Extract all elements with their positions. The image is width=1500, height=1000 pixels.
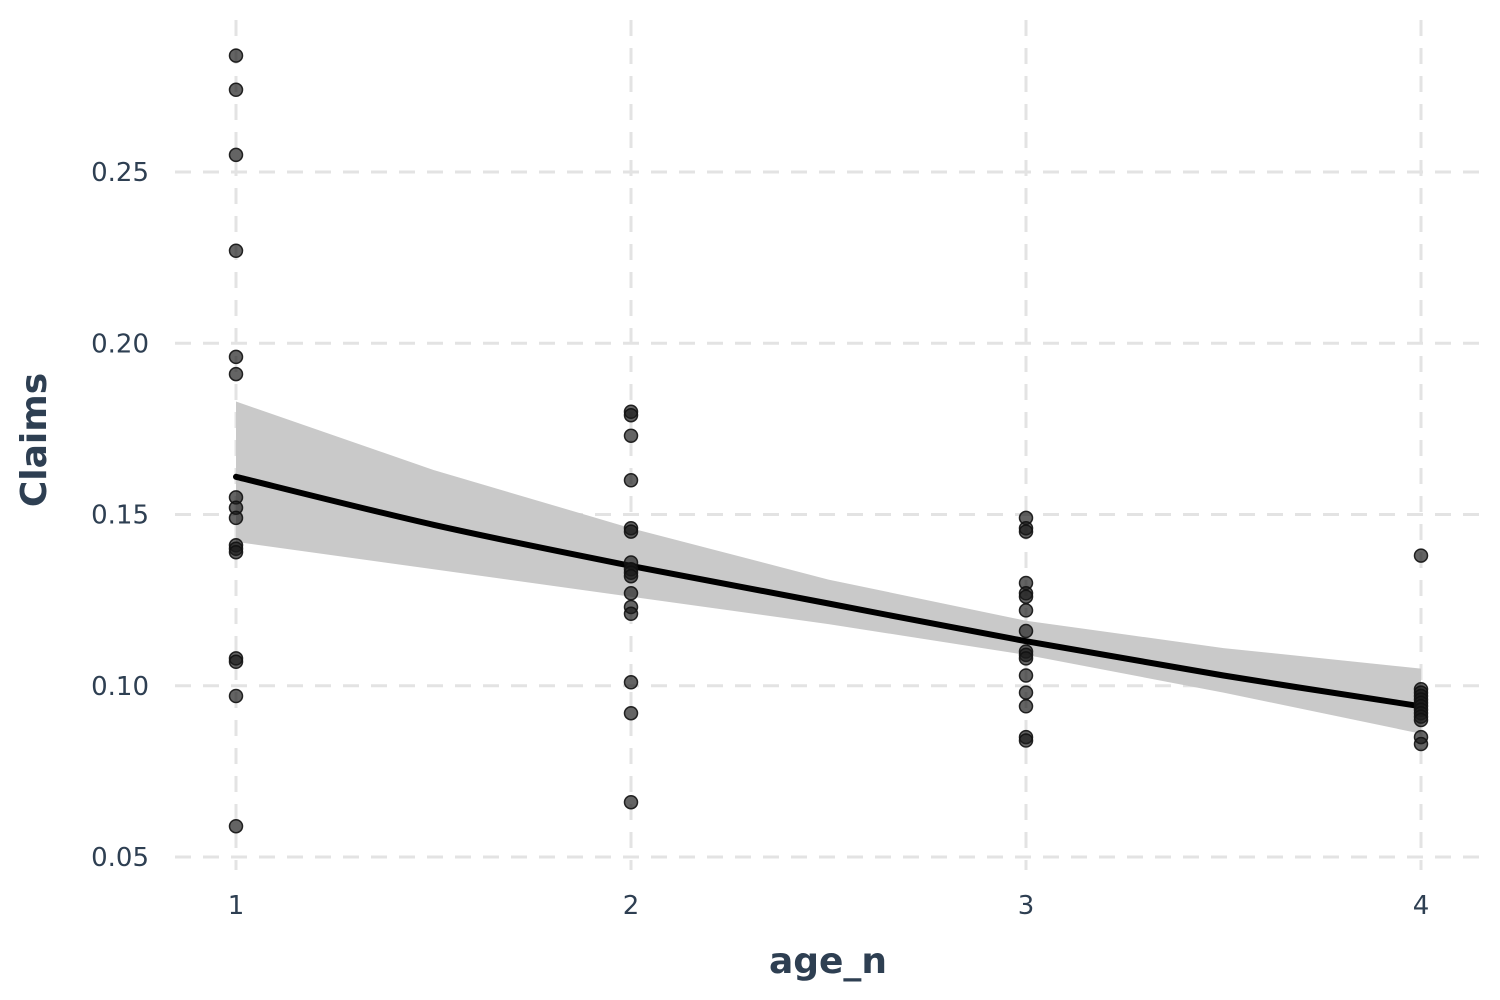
y-tick-label-4: 0.25 [91, 158, 149, 188]
data-point-19 [623, 473, 639, 488]
x-tick-label-1: 2 [623, 891, 640, 921]
x-axis-ticks: 1 2 3 4 [228, 891, 1430, 921]
data-point-28 [623, 606, 639, 622]
data-point-25 [623, 568, 639, 584]
fit-line [233, 473, 1424, 710]
data-point-43 [1018, 668, 1034, 683]
data-point-0 [228, 48, 244, 63]
confidence-band-layer [236, 401, 1421, 734]
data-point-45 [1018, 699, 1034, 714]
x-tick-label-0: 1 [228, 891, 245, 921]
data-point-8 [228, 510, 244, 526]
data-point-1 [228, 82, 244, 98]
fit-line-layer [233, 473, 1424, 710]
y-axis-ticks: 0.05 0.10 0.15 0.20 0.25 [91, 158, 149, 873]
data-point-2 [228, 147, 244, 163]
data-point-11 [228, 544, 244, 560]
y-tick-label-3: 0.20 [91, 329, 149, 359]
y-tick-label-2: 0.15 [91, 501, 149, 531]
data-point-4 [228, 349, 244, 365]
data-point-31 [623, 794, 639, 810]
data-point-3 [228, 243, 244, 259]
data-point-47 [1018, 733, 1034, 748]
y-tick-label-1: 0.10 [91, 672, 149, 702]
x-tick-label-2: 3 [1018, 891, 1035, 921]
data-point-60 [1413, 736, 1429, 752]
data-point-58 [1413, 712, 1429, 728]
data-point-48 [1413, 548, 1429, 563]
data-point-21 [623, 524, 639, 539]
data-point-18 [623, 428, 639, 443]
data-point-34 [1018, 524, 1034, 539]
data-point-38 [1018, 603, 1034, 618]
data-point-26 [623, 586, 639, 601]
data-point-37 [1018, 589, 1034, 604]
data-point-14 [228, 688, 244, 704]
data-point-42 [1018, 651, 1034, 666]
data-point-13 [228, 654, 244, 670]
data-point-29 [623, 675, 639, 690]
y-tick-label-0: 0.05 [91, 843, 149, 873]
x-axis-title: age_n [769, 941, 887, 982]
grid [175, 20, 1482, 870]
data-point-5 [228, 366, 244, 382]
confidence-band [236, 401, 1421, 734]
x-tick-label-3: 4 [1413, 891, 1430, 921]
data-point-39 [1018, 623, 1034, 639]
points-layer [228, 48, 1429, 834]
data-point-15 [228, 818, 244, 834]
y-axis-title: Claims [14, 373, 55, 507]
data-point-30 [623, 705, 639, 721]
data-point-17 [623, 407, 639, 423]
data-point-44 [1018, 685, 1034, 700]
